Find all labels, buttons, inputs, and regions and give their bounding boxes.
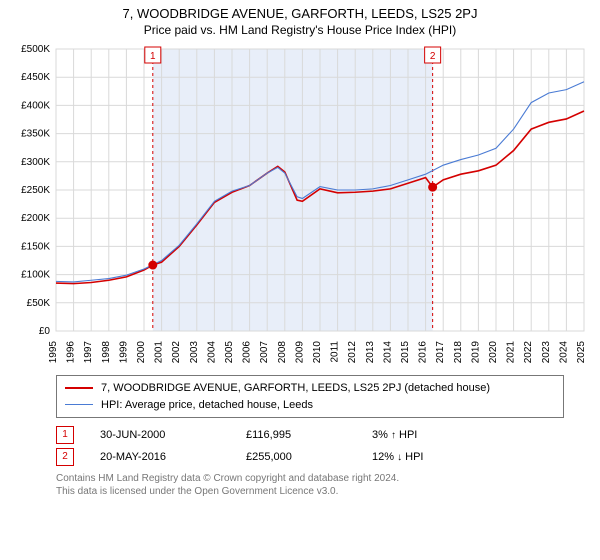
marker-delta: 12% ↓ HPI — [372, 451, 423, 463]
marker-id-box: 1 — [56, 426, 74, 444]
marker-price: £255,000 — [246, 451, 346, 463]
svg-text:2007: 2007 — [259, 341, 270, 364]
chart-svg: £0 £50K £100K £150K £200K £250K £300K £350K £400… — [0, 41, 600, 371]
svg-text:2014: 2014 — [382, 341, 393, 364]
marker-row: 1 30-JUN-2000 £116,995 3% ↑ HPI — [56, 424, 564, 446]
chart-subtitle: Price paid vs. HM Land Registry's House … — [0, 23, 600, 41]
legend-label: HPI: Average price, detached house, Leed… — [101, 397, 313, 414]
svg-text:£150K: £150K — [21, 241, 50, 252]
marker-date: 20-MAY-2016 — [100, 451, 220, 463]
svg-text:£400K: £400K — [21, 100, 50, 111]
svg-text:1996: 1996 — [66, 341, 77, 364]
svg-text:£300K: £300K — [21, 157, 50, 168]
svg-text:2020: 2020 — [488, 341, 499, 364]
chart-area: £0 £50K £100K £150K £200K £250K £300K £350K £400… — [0, 41, 600, 371]
svg-text:2022: 2022 — [523, 341, 534, 364]
svg-text:2005: 2005 — [224, 341, 235, 364]
svg-text:2013: 2013 — [365, 341, 376, 364]
svg-text:2017: 2017 — [435, 341, 446, 364]
svg-text:1: 1 — [150, 51, 156, 62]
svg-text:£450K: £450K — [21, 72, 50, 83]
marker-date: 30-JUN-2000 — [100, 429, 220, 441]
svg-text:2021: 2021 — [506, 341, 517, 364]
svg-text:2001: 2001 — [154, 341, 165, 364]
marker-delta: 3% ↑ HPI — [372, 429, 417, 441]
chart-title: 7, WOODBRIDGE AVENUE, GARFORTH, LEEDS, L… — [0, 0, 600, 23]
footnote-line: Contains HM Land Registry data © Crown c… — [56, 472, 564, 485]
svg-text:2003: 2003 — [189, 341, 200, 364]
svg-text:2019: 2019 — [470, 341, 481, 364]
svg-text:2024: 2024 — [558, 341, 569, 364]
svg-text:2: 2 — [430, 51, 436, 62]
svg-text:2025: 2025 — [576, 341, 587, 364]
svg-text:2018: 2018 — [453, 341, 464, 364]
svg-text:£200K: £200K — [21, 213, 50, 224]
svg-text:£100K: £100K — [21, 270, 50, 281]
svg-text:2000: 2000 — [136, 341, 147, 364]
svg-text:2010: 2010 — [312, 341, 323, 364]
legend-swatch — [65, 387, 93, 389]
svg-text:£50K: £50K — [27, 298, 51, 309]
legend-row: HPI: Average price, detached house, Leed… — [65, 397, 555, 414]
svg-text:£350K: £350K — [21, 129, 50, 140]
svg-text:£0: £0 — [39, 326, 51, 337]
svg-text:2015: 2015 — [400, 341, 411, 364]
svg-text:2009: 2009 — [294, 341, 305, 364]
marker-row: 2 20-MAY-2016 £255,000 12% ↓ HPI — [56, 446, 564, 468]
svg-text:2002: 2002 — [171, 341, 182, 364]
svg-text:2023: 2023 — [541, 341, 552, 364]
svg-text:1997: 1997 — [83, 341, 94, 364]
svg-text:2011: 2011 — [330, 341, 341, 363]
svg-text:1995: 1995 — [48, 341, 59, 364]
svg-text:1999: 1999 — [118, 341, 129, 364]
legend-row: 7, WOODBRIDGE AVENUE, GARFORTH, LEEDS, L… — [65, 380, 555, 397]
svg-text:£500K: £500K — [21, 44, 50, 55]
legend-label: 7, WOODBRIDGE AVENUE, GARFORTH, LEEDS, L… — [101, 380, 490, 397]
series-legend: 7, WOODBRIDGE AVENUE, GARFORTH, LEEDS, L… — [56, 375, 564, 418]
svg-text:1998: 1998 — [101, 341, 112, 364]
footnote: Contains HM Land Registry data © Crown c… — [56, 472, 564, 498]
svg-text:2006: 2006 — [242, 341, 253, 364]
svg-text:£250K: £250K — [21, 185, 50, 196]
svg-text:2004: 2004 — [206, 341, 217, 364]
svg-text:2016: 2016 — [418, 341, 429, 364]
legend-swatch — [65, 404, 93, 405]
footnote-line: This data is licensed under the Open Gov… — [56, 485, 564, 498]
marker-price: £116,995 — [246, 429, 346, 441]
svg-text:2008: 2008 — [277, 341, 288, 364]
markers-legend: 1 30-JUN-2000 £116,995 3% ↑ HPI 2 20-MAY-2016… — [56, 424, 564, 468]
marker-id-box: 2 — [56, 448, 74, 466]
svg-text:2012: 2012 — [347, 341, 358, 364]
